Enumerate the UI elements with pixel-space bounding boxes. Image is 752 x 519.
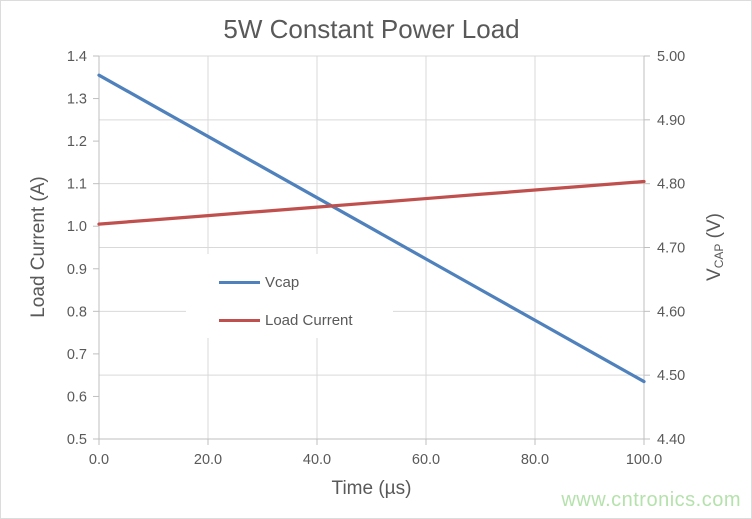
legend-item-vcap: Vcap bbox=[186, 263, 393, 301]
x-tick-label: 20.0 bbox=[194, 452, 222, 468]
y-left-tick-label: 1.4 bbox=[67, 49, 87, 65]
right-axis-title: VCAP (V) bbox=[704, 213, 726, 281]
y-right-tick-label: 4.60 bbox=[657, 304, 685, 320]
chart-title: 5W Constant Power Load bbox=[223, 14, 520, 44]
y-left-tick-label: 0.5 bbox=[67, 432, 87, 448]
right-axis-title-main: V bbox=[704, 268, 725, 281]
y-right-tick-label: 4.50 bbox=[657, 368, 685, 384]
vcap-line-swatch bbox=[219, 280, 260, 284]
right-axis-title-subscript: CAP bbox=[712, 243, 726, 269]
right-axis-title-unit: (V) bbox=[704, 213, 725, 244]
x-axis-title: Time (µs) bbox=[331, 478, 412, 499]
load-current-line-swatch bbox=[219, 318, 260, 322]
y-left-tick-label: 1.3 bbox=[67, 92, 87, 108]
vcap-line bbox=[97, 73, 646, 384]
y-right-tick-label: 4.80 bbox=[657, 177, 685, 193]
x-tick-label: 0.0 bbox=[89, 452, 109, 468]
watermark: www.cntronics.com bbox=[561, 489, 741, 511]
legend: Vcap Load Current bbox=[186, 254, 393, 338]
y-left-tick-label: 0.6 bbox=[67, 389, 87, 405]
y-left-tick-label: 0.8 bbox=[67, 304, 87, 320]
y-right-tick-label: 4.40 bbox=[657, 432, 685, 448]
y-left-tick-label: 1.0 bbox=[67, 219, 87, 235]
left-axis-title: Load Current (A) bbox=[28, 176, 49, 318]
legend-label-vcap: Vcap bbox=[265, 273, 300, 291]
y-left-tick-label: 1.1 bbox=[67, 177, 87, 193]
legend-label-load-current: Load Current bbox=[265, 311, 353, 329]
x-tick-label: 40.0 bbox=[303, 452, 331, 468]
x-tick-label: 80.0 bbox=[521, 452, 549, 468]
y-left-tick-label: 0.9 bbox=[67, 262, 87, 278]
y-left-tick-label: 0.7 bbox=[67, 347, 87, 363]
y-right-tick-label: 4.90 bbox=[657, 113, 685, 129]
y-right-tick-label: 4.70 bbox=[657, 241, 685, 257]
y-left-tick-label: 1.2 bbox=[67, 134, 87, 150]
x-tick-label: 60.0 bbox=[412, 452, 440, 468]
legend-item-load-current: Load Current bbox=[186, 301, 393, 339]
y-right-tick-label: 5.00 bbox=[657, 49, 685, 65]
load-current-line bbox=[97, 179, 646, 226]
x-tick-label: 100.0 bbox=[626, 452, 662, 468]
